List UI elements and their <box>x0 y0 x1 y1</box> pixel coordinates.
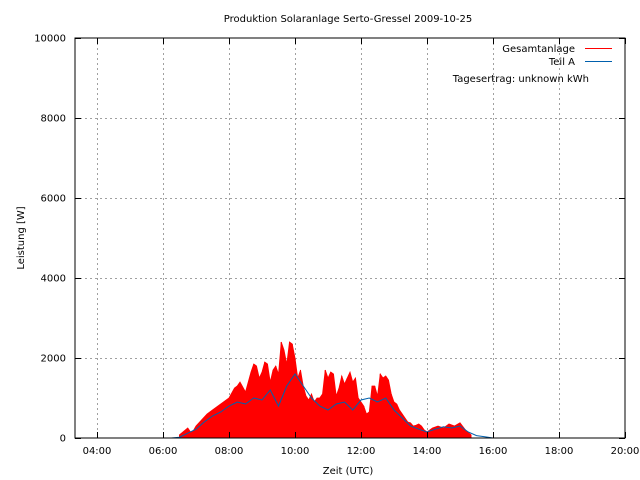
x-tick-label: 08:00 <box>215 446 244 457</box>
x-tick-label: 18:00 <box>545 446 574 457</box>
grid <box>75 38 625 438</box>
axis-ticks: 04:00 06:00 08:00 10:00 12:00 14:00 16:00 18:00… <box>34 34 639 458</box>
series-teil-a-line <box>171 373 494 439</box>
legend-label-gesamtanlage: Gesamtanlage <box>502 44 575 55</box>
plot-frame <box>74 37 626 439</box>
plot-series <box>171 341 494 439</box>
x-tick-label: 04:00 <box>83 446 112 457</box>
y-tick-label: 0 <box>60 434 66 445</box>
y-tick-label: 6000 <box>41 194 66 205</box>
x-tick-label: 16:00 <box>479 446 508 457</box>
x-tick-label: 10:00 <box>281 446 310 457</box>
x-tick-label: 06:00 <box>149 446 178 457</box>
x-tick-label: 20:00 <box>611 446 640 457</box>
x-tick-label: 12:00 <box>347 446 376 457</box>
y-tick-label: 8000 <box>41 114 66 125</box>
y-axis-label: Leistung [W] <box>16 206 27 269</box>
chart-title: Produktion Solaranlage Serto-Gressel 200… <box>224 14 472 25</box>
y-tick-label: 10000 <box>34 34 66 45</box>
legend-label-teil-a: Teil A <box>548 57 575 68</box>
y-tick-label: 4000 <box>41 274 66 285</box>
x-axis-label: Zeit (UTC) <box>323 466 374 477</box>
y-tick-label: 2000 <box>41 354 66 365</box>
x-tick-label: 14:00 <box>413 446 442 457</box>
legend: Gesamtanlage Teil A <box>502 44 612 68</box>
daily-yield-annotation: Tagesertrag: unknown kWh <box>452 74 589 85</box>
